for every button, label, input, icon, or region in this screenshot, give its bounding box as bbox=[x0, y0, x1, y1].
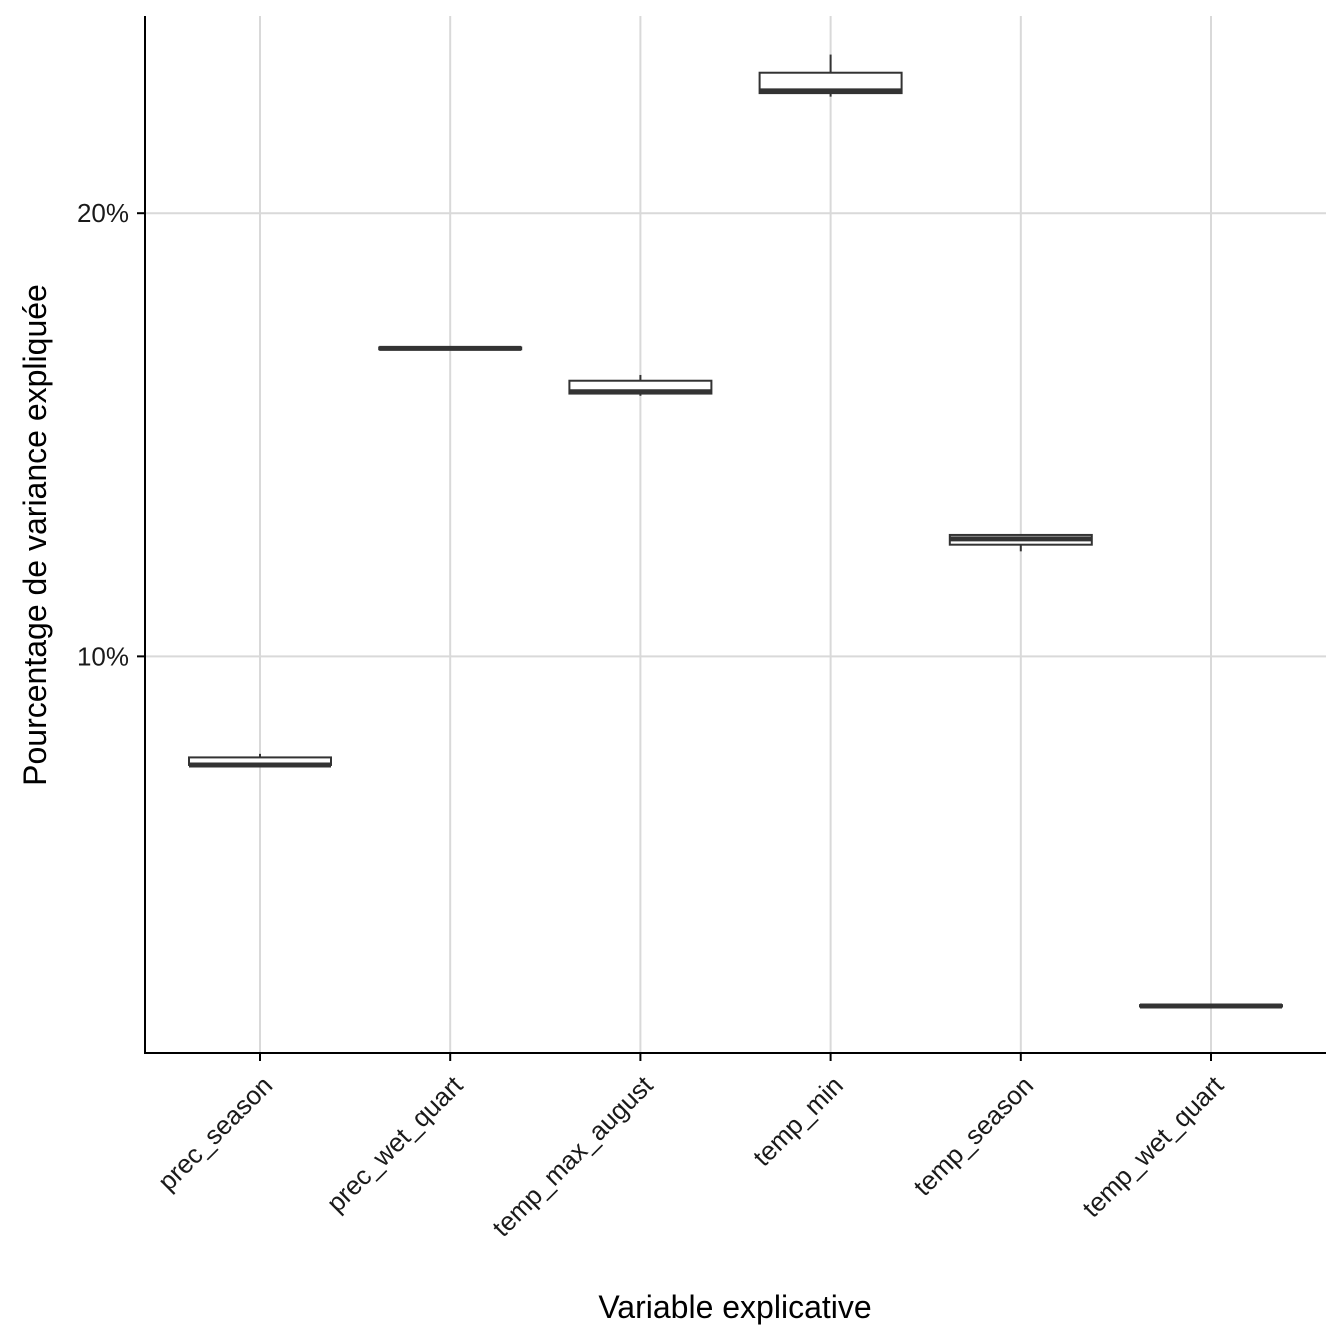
y-tick-label: 20% bbox=[77, 198, 129, 228]
box-temp_max_august bbox=[568, 374, 713, 396]
x-axis-title: Variable explicative bbox=[598, 1289, 871, 1325]
box-prec_wet_quart bbox=[378, 345, 523, 351]
y-tick-label: 10% bbox=[77, 641, 129, 671]
x-tick-label: prec_season bbox=[152, 1070, 278, 1196]
x-tick-label: temp_min bbox=[747, 1070, 849, 1172]
box-temp_season bbox=[948, 533, 1093, 552]
box-temp_min bbox=[758, 54, 903, 97]
axes bbox=[144, 16, 1326, 1054]
tick-marks bbox=[137, 212, 1212, 1061]
tick-labels: 10% 20% prec_season prec_wet_quart temp_max_… bbox=[77, 198, 1230, 1242]
x-tick-label: temp_max_august bbox=[486, 1069, 659, 1242]
x-tick-label: temp_season bbox=[907, 1070, 1039, 1202]
y-axis-title: Pourcentage de variance expliquée bbox=[17, 284, 53, 786]
x-tick-label: temp_wet_quart bbox=[1076, 1069, 1230, 1223]
grid-lines bbox=[145, 16, 1326, 1053]
boxplot-series bbox=[188, 54, 1283, 1009]
box-temp_wet_quart bbox=[1139, 1003, 1283, 1009]
box-prec_season bbox=[188, 753, 332, 768]
x-tick-label: prec_wet_quart bbox=[320, 1069, 468, 1217]
